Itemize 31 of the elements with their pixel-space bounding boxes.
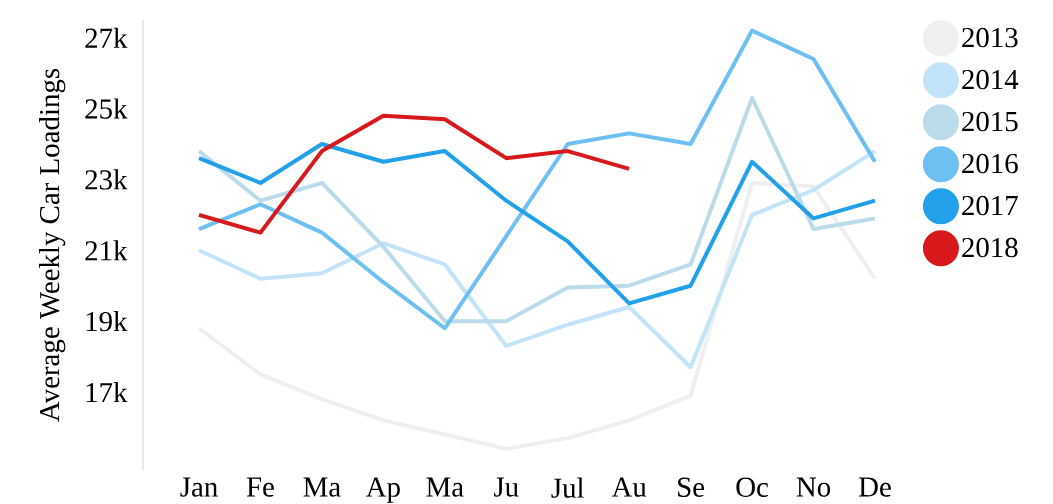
y-tick-label: 17k [86, 382, 128, 403]
x-tick-label: Ju [494, 477, 519, 497]
x-tick-label: No [796, 477, 831, 497]
line-series [197, 28, 877, 331]
x-tick-label: Se [678, 477, 705, 497]
y-tick-label: 27k [85, 27, 128, 48]
line-series [197, 113, 632, 235]
x-tick-label: Ma [426, 477, 464, 497]
legend-label: 2015 [962, 111, 1018, 132]
line-series [197, 149, 877, 370]
line-series [197, 142, 877, 306]
x-tick-label: Au [611, 477, 647, 497]
legend-label: 2018 [962, 237, 1018, 258]
x-tick-label: Jul [551, 477, 584, 498]
line-series [197, 180, 877, 451]
x-tick-label: Ap [365, 477, 400, 503]
y-tick-label: 25k [85, 98, 128, 119]
legend-label: 2016 [962, 153, 1018, 174]
y-tick-label: 19k [86, 311, 128, 332]
x-tick-label: Oc [736, 477, 769, 497]
legend-label: 2013 [962, 27, 1018, 48]
x-tick-label: Fe [246, 477, 274, 497]
x-tick-label: De [858, 477, 891, 497]
y-axis-title: Average Weekly Car Loadings [39, 68, 66, 422]
x-tick-label: Ma [303, 477, 341, 497]
y-tick-label: 23k [85, 169, 128, 190]
y-tick-label: 21k [85, 240, 128, 261]
line-series [197, 95, 877, 324]
x-tick-label: Jan [180, 477, 218, 497]
legend-label: 2017 [962, 195, 1018, 216]
legend-label: 2014 [962, 69, 1019, 90]
